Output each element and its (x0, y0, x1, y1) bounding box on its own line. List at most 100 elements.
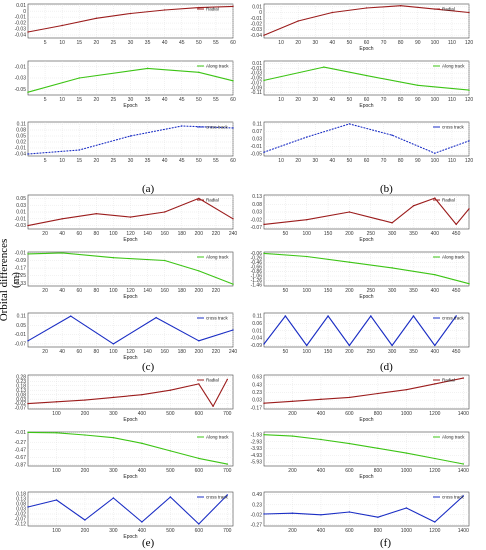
y-tick-label: -0.01 (15, 332, 27, 338)
x-tick-label: 140 (143, 231, 152, 237)
data-point (226, 463, 229, 465)
x-axis-label: Epoch (123, 474, 137, 480)
x-tick-label: 140 (143, 349, 152, 355)
y-tick-label: -0.17 (15, 266, 27, 272)
x-tick-label: 70 (381, 158, 387, 164)
x-tick-label: 350 (409, 349, 418, 355)
data-point (320, 398, 322, 401)
y-tick-label: 0.13 (252, 194, 262, 200)
data-point (263, 34, 265, 36)
x-tick-label: 150 (324, 349, 333, 355)
x-tick-label: 400 (317, 528, 326, 534)
x-tick-label: 300 (109, 468, 118, 474)
data-point (455, 315, 457, 317)
y-tick-label: 0.01 (252, 4, 262, 10)
data-point (55, 401, 58, 403)
y-tick-label: 0.03 (252, 137, 262, 143)
x-tick-label: 20 (42, 231, 48, 237)
x-tick-label: 40 (162, 97, 168, 103)
y-tick-label: -0.02 (251, 21, 263, 27)
data-point (391, 222, 393, 224)
y-tick-label: -0.07 (15, 342, 27, 348)
y-tick-label: -0.46 (251, 260, 263, 266)
data-point (327, 315, 329, 317)
x-tick-label: 50 (196, 40, 202, 46)
x-tick-label: 500 (166, 411, 175, 417)
series-line-along-track (263, 434, 464, 465)
x-tick-label: 120 (465, 40, 474, 46)
x-tick-label: 60 (76, 231, 82, 237)
y-tick-label: 0.11 (253, 121, 263, 127)
x-tick-label: 60 (230, 158, 236, 164)
data-point (323, 66, 325, 68)
x-tick-label: 40 (162, 158, 168, 164)
y-tick-label: -2.93 (251, 439, 263, 445)
x-tick-label: 10 (278, 97, 284, 103)
x-tick-label: 5 (44, 97, 47, 103)
x-tick-label: 15 (76, 40, 82, 46)
y-tick-label: 0.23 (252, 390, 262, 396)
x-tick-label: 400 (431, 288, 440, 294)
series-line-cross-track (263, 315, 457, 347)
y-tick-label: -0.01 (15, 430, 27, 436)
x-tick-label: 400 (138, 411, 147, 417)
series-line-radial (263, 197, 470, 225)
y-tick-label: -1.93 (251, 433, 263, 439)
y-tick-label: 0.23 (16, 379, 26, 385)
data-point (112, 497, 115, 499)
y-tick-label: -0.03 (15, 27, 27, 33)
x-tick-label: 40 (330, 40, 336, 46)
x-tick-label: 1400 (458, 468, 469, 474)
series-line-cross-track (263, 495, 464, 523)
data-point (198, 523, 200, 525)
legend-label: Along track (442, 64, 465, 69)
legend-label: cross track (206, 316, 229, 321)
data-point (348, 396, 351, 399)
data-point (348, 511, 351, 513)
data-point (27, 431, 29, 434)
data-point (141, 521, 143, 523)
data-point (291, 512, 294, 514)
y-tick-label: -1.26 (251, 278, 263, 284)
x-tick-label: 5 (44, 158, 47, 164)
y-tick-label: -0.05 (251, 76, 263, 82)
x-tick-label: 450 (452, 349, 461, 355)
x-tick-label: 120 (126, 288, 135, 294)
x-tick-label: 250 (367, 288, 376, 294)
x-tick-label: 200 (345, 288, 354, 294)
legend-label: Along track (206, 255, 229, 260)
x-tick-label: 20 (295, 97, 301, 103)
legend-label: Radial (442, 378, 455, 383)
data-point (370, 315, 372, 317)
y-tick-label: 0.01 (16, 3, 26, 9)
x-tick-label: 1400 (458, 411, 469, 417)
data-point (84, 434, 86, 436)
y-tick-label: -0.12 (15, 522, 27, 528)
x-tick-label: 100 (303, 231, 312, 237)
y-tick-label: -0.67 (15, 455, 27, 461)
x-tick-label: 25 (111, 40, 117, 46)
subplot-e-cross-track: 0.180.130.080.03-0.02-0.07-0.12 100 200 300… (15, 492, 234, 540)
y-tick-label: 0.28 (16, 374, 26, 380)
y-tick-label: -0.17 (251, 405, 263, 411)
x-tick-label: 100 (431, 158, 440, 164)
x-tick-label: 220 (212, 231, 221, 237)
legend-label: Along track (442, 435, 465, 440)
y-tick-label: -0.02 (15, 512, 27, 518)
data-point (163, 259, 166, 262)
data-point (284, 315, 287, 317)
y-tick-label: -0.02 (251, 512, 263, 518)
x-tick-label: 60 (76, 349, 82, 355)
data-point (232, 5, 234, 8)
y-tick-label: -0.02 (15, 21, 27, 27)
y-tick-label: 0.01 (252, 61, 262, 67)
data-point (27, 340, 29, 342)
y-tick-label: 0.13 (16, 388, 26, 394)
x-tick-label: 10 (59, 97, 65, 103)
series-line-cross-track (27, 315, 234, 345)
x-tick-label: 45 (179, 158, 185, 164)
data-point (84, 519, 86, 521)
series-line-along-track (27, 252, 234, 285)
x-axis-label: Epoch (123, 237, 137, 243)
